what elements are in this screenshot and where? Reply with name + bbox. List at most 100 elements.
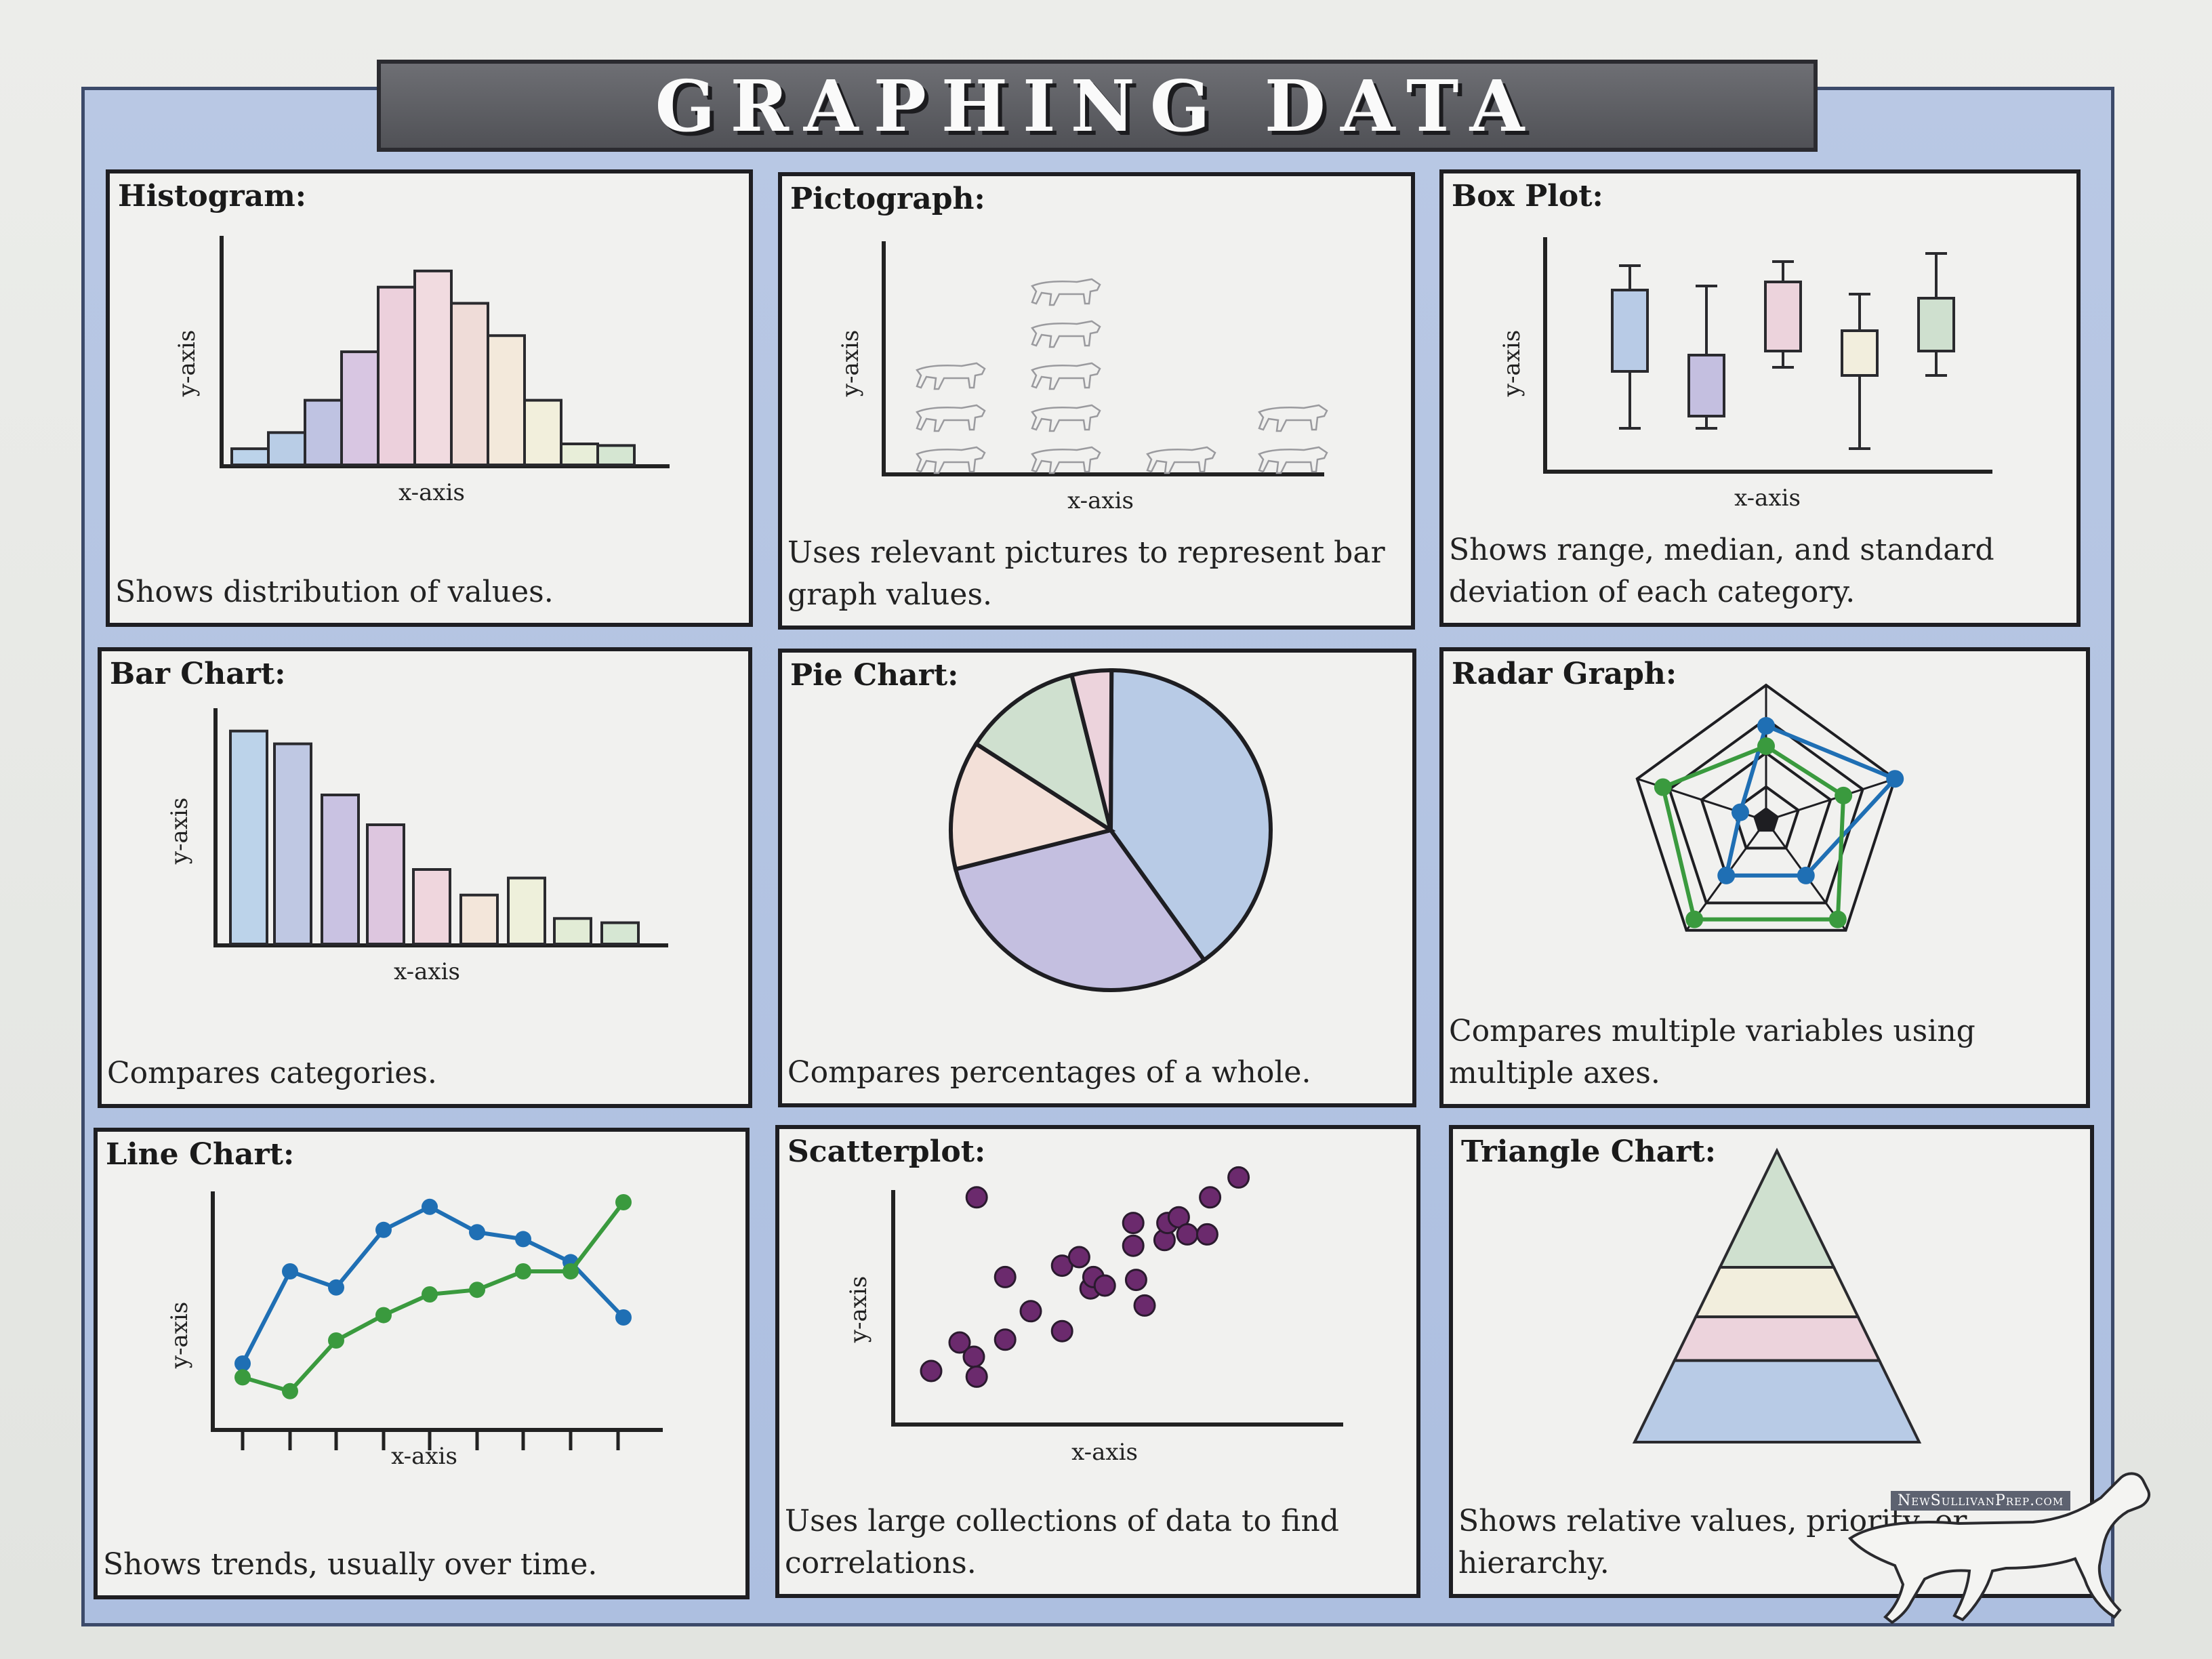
radar-point xyxy=(1757,717,1775,735)
line-point xyxy=(234,1355,251,1372)
radar-graph-description: Compares multiple variables using multip… xyxy=(1449,1014,1975,1090)
pie-slice xyxy=(973,672,1114,835)
radar-point xyxy=(1757,737,1775,755)
scatter-point xyxy=(962,1345,985,1368)
histogram-bar xyxy=(377,285,416,466)
line-point xyxy=(562,1263,579,1279)
scatter-point xyxy=(1067,1246,1090,1269)
x-axis-label: x-axis xyxy=(1067,487,1134,514)
box-body xyxy=(1841,329,1879,377)
box-body xyxy=(1764,281,1802,352)
dog-pictogram-icon xyxy=(1031,404,1101,432)
histogram-panel: Histogram: y-axis x-axis Shows distribut… xyxy=(106,169,753,627)
line-point xyxy=(469,1224,485,1241)
scatter-point xyxy=(994,1328,1017,1351)
bar-chart-description: Compares categories. xyxy=(107,1056,437,1090)
box-plot-description: Shows range, median, and standard deviat… xyxy=(1449,533,1994,609)
histogram-bar xyxy=(304,398,343,466)
y-axis-label: y-axis xyxy=(837,330,864,397)
line-point xyxy=(375,1221,392,1238)
line-point xyxy=(328,1332,344,1349)
pictograph-title: Pictograph: xyxy=(790,182,985,216)
box-plot-chart: y-axis x-axis xyxy=(1498,237,1992,512)
line-point xyxy=(375,1307,392,1324)
scatter-point xyxy=(1122,1212,1145,1235)
pictograph-chart: y-axis x-axis xyxy=(837,241,1328,514)
dog-pictogram-icon xyxy=(1031,320,1101,348)
dog-pictogram-icon xyxy=(1146,446,1216,474)
line-point xyxy=(282,1263,298,1279)
scatter-point xyxy=(920,1359,943,1382)
scatter-point xyxy=(1019,1300,1042,1323)
scatter-point xyxy=(1093,1274,1116,1297)
pie-chart-chart xyxy=(949,668,1273,992)
radar-graph-panel: Radar Graph: Compares multiple variables… xyxy=(1439,647,2090,1108)
radar-graph-title: Radar Graph: xyxy=(1452,657,1677,691)
bar-chart-chart: y-axis x-axis xyxy=(166,708,668,985)
histogram-title: Histogram: xyxy=(118,179,306,213)
triangle-chart-title: Triangle Chart: xyxy=(1461,1134,1716,1169)
pie-chart-panel: Pie Chart: Compares percentages of a who… xyxy=(778,649,1416,1107)
bar-chart-bar xyxy=(507,876,546,946)
x-axis-label: x-axis xyxy=(391,1443,457,1470)
scatterplot-title: Scatterplot: xyxy=(787,1134,986,1169)
dog-pictogram-icon xyxy=(1031,362,1101,390)
line-point xyxy=(422,1286,438,1303)
bar-chart-bar xyxy=(321,794,360,945)
scatter-point xyxy=(1133,1294,1156,1317)
line-point xyxy=(615,1194,632,1210)
x-axis-label: x-axis xyxy=(1734,485,1801,512)
x-axis-label: x-axis xyxy=(398,479,465,506)
histogram-description: Shows distribution of values. xyxy=(115,575,554,609)
pictograph-description: Uses relevant pictures to represent bar … xyxy=(787,535,1385,612)
radar-point xyxy=(1654,778,1672,796)
radar-point xyxy=(1886,770,1904,788)
radar-point xyxy=(1731,803,1749,821)
radar-point xyxy=(1828,910,1847,928)
box-plot-item xyxy=(1841,293,1879,450)
scatter-point xyxy=(1199,1186,1222,1209)
bar-chart-bar xyxy=(412,868,451,945)
histogram-bar xyxy=(413,269,453,466)
line-point xyxy=(234,1369,251,1386)
site-watermark: NewSullivanPrep.com xyxy=(1891,1491,2071,1511)
scatter-point xyxy=(948,1331,971,1354)
pie-slice xyxy=(953,827,1207,992)
radar-series-line xyxy=(1660,743,1846,922)
histogram-bar xyxy=(230,447,270,466)
x-axis-label: x-axis xyxy=(1071,1439,1138,1466)
bar-chart-bar xyxy=(229,729,268,945)
dog-pictogram-icon xyxy=(1258,446,1328,474)
line-chart-description: Shows trends, usually over time. xyxy=(103,1547,598,1582)
scatter-point xyxy=(1227,1166,1250,1189)
line-point xyxy=(422,1198,438,1215)
scatterplot-chart: y-axis x-axis xyxy=(845,1166,1343,1466)
box-plot-panel: Box Plot: y-axis x-axis Shows range, med… xyxy=(1439,169,2081,627)
title-banner: Graphing Data xyxy=(377,60,1818,152)
box-body xyxy=(1611,289,1649,373)
dog-pictogram-icon xyxy=(916,404,986,432)
histogram-bar xyxy=(523,398,562,466)
radar-point xyxy=(1685,910,1704,928)
line-chart-chart: y-axis x-axis xyxy=(166,1191,663,1470)
histogram-bar xyxy=(560,443,599,466)
scatter-point xyxy=(1124,1269,1147,1292)
histogram-bar xyxy=(340,350,380,467)
pie-slice xyxy=(1069,668,1114,831)
line-point xyxy=(328,1279,344,1296)
line-chart-panel: Line Chart: y-axis x-axis Shows trends, … xyxy=(94,1128,750,1599)
box-plot-item xyxy=(1611,264,1649,430)
histogram-bar xyxy=(450,302,489,466)
triangle-layer xyxy=(1717,1147,1837,1269)
scatter-point xyxy=(1050,1319,1073,1343)
poster-title: Graphing Data xyxy=(655,64,1540,148)
x-axis-label: x-axis xyxy=(394,958,460,985)
radar-graph-chart xyxy=(1635,683,1904,932)
bar-chart-bar xyxy=(600,921,640,946)
histogram-bar xyxy=(596,444,636,466)
radar-point xyxy=(1797,866,1815,884)
dog-pictogram-icon xyxy=(916,362,986,390)
bar-chart-bar xyxy=(273,742,312,945)
triangle-chart-panel: Triangle Chart: Shows relative values, p… xyxy=(1449,1125,2094,1598)
